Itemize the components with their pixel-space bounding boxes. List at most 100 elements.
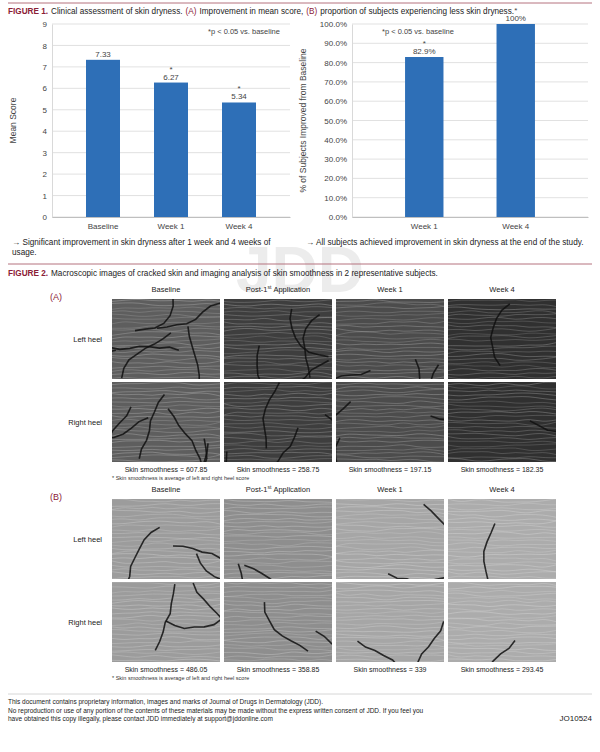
skin-texture [224,455,332,458]
skin-texture [224,526,332,527]
grid-line [352,43,588,44]
skin-texture [448,518,556,521]
skin-texture [448,609,556,611]
skin-texture [336,518,444,521]
skin-crack [155,584,175,650]
image-ground [224,582,332,662]
skin-texture [224,647,332,650]
axis-line [352,25,353,218]
bar [154,83,188,217]
skin-texture [336,536,444,538]
skin-crack [139,395,164,459]
skin-texture [224,627,332,630]
skin-texture [112,533,220,535]
skin-texture [336,565,444,568]
skin-texture [448,325,556,328]
skin-texture [336,445,444,448]
skin-texture [224,543,332,546]
tick: 4 [43,127,52,136]
skin-crack [168,409,202,462]
skin-crack [157,303,220,328]
skin-texture [336,365,444,367]
skin-texture [112,539,220,542]
skin-texture [112,514,220,517]
skin-texture [336,415,444,417]
image-ground [112,299,220,379]
skin-texture [224,518,332,520]
figure-label: FIGURE 2. [8,269,48,278]
skin-texture [224,397,332,399]
skin-texture [336,604,444,606]
skin-texture [448,604,556,607]
skin-texture [448,444,556,447]
tick: Week 1 [411,217,439,231]
image-ground [336,382,444,462]
image-ground [448,582,556,662]
image-ground [336,582,444,662]
skin-texture [112,557,220,560]
skin-texture [336,504,444,506]
skin-texture [224,539,332,541]
tick-label: 0 [43,213,48,222]
skin-texture [336,300,444,303]
significance-mark: * [237,84,240,93]
skin-texture [448,351,556,353]
skin-texture [448,597,556,599]
skin-texture [112,401,220,403]
skin-texture [224,608,332,611]
skin-image [448,582,556,662]
skin-texture [224,529,332,531]
bar [497,24,535,217]
skin-texture [112,393,220,396]
skin-texture [448,328,556,331]
skin-texture [224,404,332,407]
chart: 0.0%10.0%20.0%30.0%40.0%50.0%60.0%70.0%8… [298,6,589,247]
skin-texture [112,405,220,407]
skin-texture [112,591,220,593]
skin-texture [448,373,556,375]
skin-crack [336,402,351,434]
skin-texture [448,634,556,636]
skin-texture [224,546,332,549]
skin-texture [448,452,556,455]
y-axis: 0.0%10.0%20.0%30.0%40.0%50.0%60.0%70.0%8… [320,20,353,222]
skin-texture [224,561,332,564]
skin-texture [224,441,332,444]
skin-texture [112,649,220,651]
skin-texture [336,622,444,625]
skin-crack [424,504,444,555]
skin-texture [224,369,332,372]
note: → Significant improvement in skin drynes… [12,238,271,257]
skin-texture [448,659,556,661]
skin-texture [336,452,444,455]
skin-texture [448,317,556,319]
skin-texture [448,353,556,356]
footnote: * Skin smoothness is average of left and… [112,475,249,481]
skin-texture [224,644,332,646]
skin-texture [224,437,332,440]
tick-label: 5 [43,106,48,115]
image-ground [448,499,556,579]
bar [222,102,256,217]
tick-label: 10.0% [324,194,347,203]
skin-texture [112,507,220,509]
skin-texture [448,430,556,432]
skin-texture [448,525,556,528]
bar [405,57,443,217]
skin-crack [244,565,288,579]
skin-texture [448,616,556,619]
tick: 80.0% [324,59,352,68]
tick: 5 [43,106,52,115]
skin-texture [448,339,556,341]
skin-texture [336,339,444,342]
x-axis: BaselineWeek 1Week 4 [53,217,291,231]
skin-texture [112,314,220,317]
skin-texture [336,321,444,324]
column-header: Post-1stApplication [246,284,310,294]
skin-texture [336,543,444,546]
skin-crack [126,527,160,579]
skin-texture [448,637,556,640]
skin-texture [448,537,556,538]
skin-texture [336,326,444,328]
skin-crack [303,315,320,378]
